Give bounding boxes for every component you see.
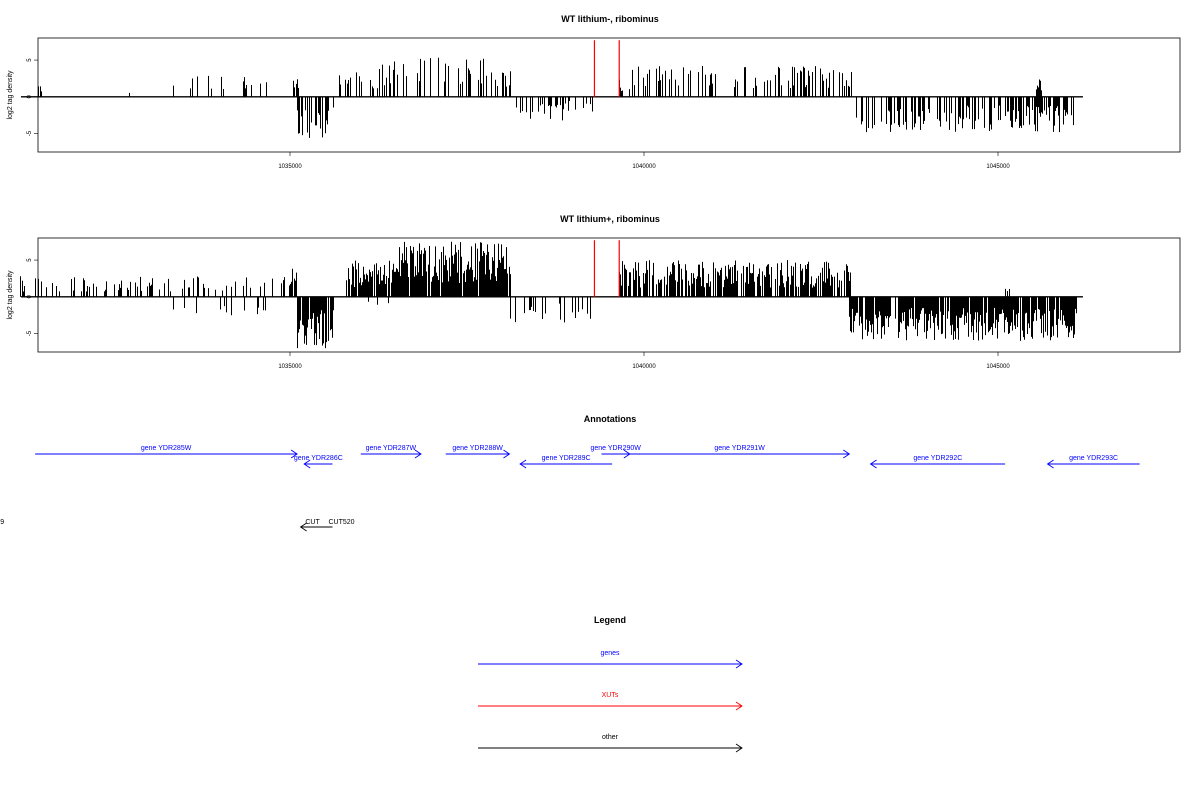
legend-label: genes [600,650,620,657]
gene-label: gene YDR289C [542,455,591,462]
gene-label: gene YDR285W [141,445,192,452]
legend-arrow-other-head [735,743,743,753]
gene-label: gene YDR287W [366,445,417,452]
density-bars [20,57,1083,138]
y-tick-label: 5 [27,258,33,262]
gene-label: gene YDR291W [714,445,765,452]
xut-markers [593,40,620,97]
gene-arrow-head [869,459,877,469]
plot-frame [37,37,1181,153]
x-axis: 1035000 1040000 1045000 [278,152,1010,170]
y-tick-label: -5 [27,130,33,136]
gene-label: gene YDR292C [913,455,962,462]
cut-number: CUT519 [0,519,4,526]
track-panel-lithium-minus: WT lithium-, ribominus log2 tag density … [7,14,1181,170]
gene-arrow-head [519,459,527,469]
cut-number: CUT520 [328,519,354,526]
density-bars [20,241,1083,349]
gene-arrow-head [414,449,422,459]
x-tick-label: 1040000 [632,364,656,370]
legend-label: other [602,734,619,741]
y-tick-label: -5 [27,330,33,336]
y-axis-label: log2 tag density [7,270,14,320]
legend: Legend genes XUTs other [478,615,743,753]
gene-arrow-head [303,459,311,469]
track-panel-lithium-plus: WT lithium+, ribominus log2 tag density … [7,214,1181,370]
legend-arrow-genes-head [735,659,743,669]
cut-arrow-head [299,522,307,532]
x-tick-label: 1035000 [278,364,302,370]
gene-arrow-head [503,449,511,459]
legend-items: genes XUTs other [478,650,743,753]
y-tick-label: 5 [27,58,33,62]
gene-arrow-head [290,449,298,459]
gene-arrow-head [843,449,851,459]
gene-label: gene YDR293C [1069,455,1118,462]
panel-title: WT lithium-, ribominus [561,14,659,24]
y-axis-label: log2 tag density [7,70,14,120]
legend-label: XUTs [602,692,619,699]
gene-arrows: gene YDR285W gene YDR286C gene YDR287W gene… [35,445,1140,469]
x-tick-label: 1045000 [986,364,1010,370]
x-tick-label: 1035000 [278,164,302,170]
gene-label: gene YDR290W [590,445,641,452]
legend-title: Legend [594,615,626,625]
gene-label: gene YDR286C [294,455,343,462]
annotations-title: Annotations [584,414,637,424]
gene-label: gene YDR288W [452,445,503,452]
gene-arrow-head [1046,459,1054,469]
x-tick-label: 1045000 [986,164,1010,170]
xut-markers [593,240,620,297]
plot-frame [37,237,1181,353]
x-tick-label: 1040000 [632,164,656,170]
x-axis: 1035000 1040000 1045000 [278,352,1010,370]
cut-arrows: CUTCUT519CUTCUT520 [0,519,355,532]
panel-title: WT lithium+, ribominus [560,214,660,224]
cut-label: CUT [305,519,320,526]
legend-arrow-xuts-head [735,701,743,711]
